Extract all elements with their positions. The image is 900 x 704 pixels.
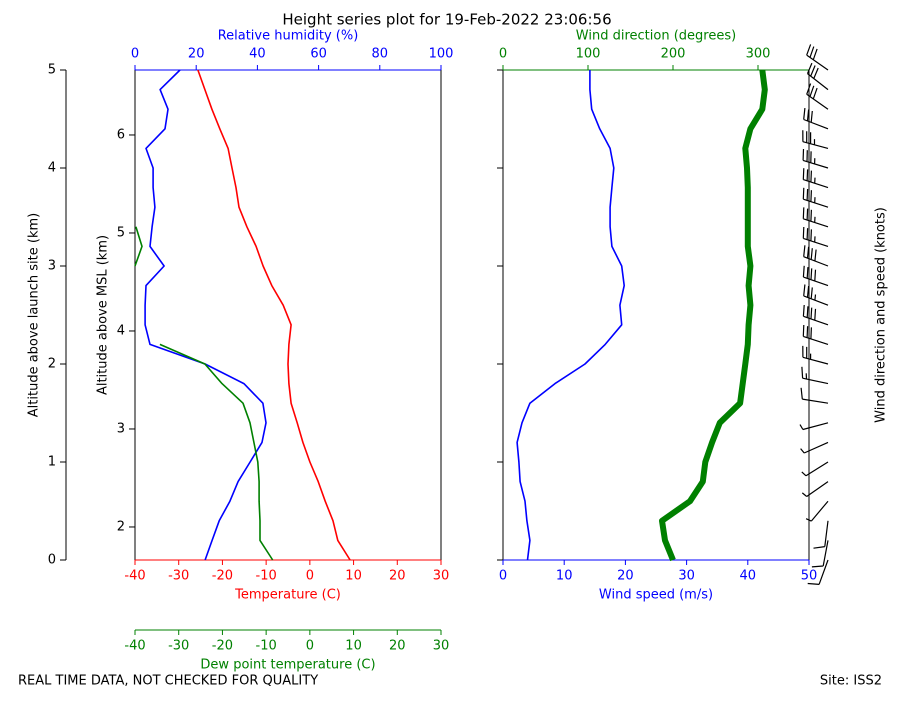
x-tick-label: -10 — [256, 639, 277, 654]
x-tick-label: 0 — [499, 569, 507, 584]
series-line — [659, 69, 768, 562]
wind-barb — [802, 226, 829, 247]
barb-label: Wind direction and speed (knots) — [874, 207, 889, 423]
footer-note: REAL TIME DATA, NOT CHECKED FOR QUALITY — [18, 674, 318, 689]
wind-barb — [802, 207, 829, 228]
y-tick-label: 0 — [48, 553, 56, 568]
x-tick-label: 20 — [617, 569, 634, 584]
wind-barb — [813, 520, 829, 549]
y2-tick-label: 5 — [117, 225, 125, 240]
site-label: Site: ISS2 — [820, 674, 882, 689]
y-tick-label: 4 — [48, 161, 56, 176]
wind-barb — [800, 387, 829, 404]
x-tick-label: 10 — [345, 569, 362, 584]
x-tick-label: -20 — [212, 569, 233, 584]
wind-barb — [802, 265, 829, 287]
series-line — [144, 69, 267, 561]
series-line — [134, 226, 274, 561]
x-tick-label: 10 — [556, 569, 573, 584]
wind-barb — [807, 559, 829, 585]
wind-barb — [800, 441, 829, 454]
wind-barb — [806, 83, 829, 110]
x-tick-label: 20 — [188, 47, 205, 62]
y-axis-label: Altitude above launch site (km) — [27, 213, 42, 417]
x-tick-label: -30 — [168, 569, 189, 584]
y-tick-label: 1 — [48, 455, 56, 470]
wind-barb — [805, 500, 829, 522]
x-tick-label: 0 — [131, 47, 139, 62]
x-tick-label: 100 — [576, 47, 601, 62]
x-axis-label: Wind speed (m/s) — [599, 588, 713, 603]
x-tick-label: 40 — [740, 569, 757, 584]
x-tick-label: 20 — [389, 639, 406, 654]
wind-barb — [799, 422, 829, 431]
y2-tick-label: 3 — [117, 421, 125, 436]
wind-barb — [803, 108, 829, 130]
wind-barb — [802, 148, 829, 169]
wind-barb — [803, 284, 829, 306]
x-tick-label: 50 — [801, 569, 818, 584]
wind-barb — [806, 44, 829, 71]
x-tick-label: 40 — [249, 47, 266, 62]
y-tick-label: 5 — [48, 63, 56, 78]
wind-barb — [802, 304, 829, 326]
x-tick-label: 20 — [389, 569, 406, 584]
x-tick-label: -30 — [168, 639, 189, 654]
x-tick-label: 100 — [429, 47, 454, 62]
wind-barb — [802, 130, 829, 149]
wind-barb — [801, 481, 829, 497]
y-tick-label: 3 — [48, 259, 56, 274]
x-tick-label: 30 — [678, 569, 695, 584]
wind-barb — [802, 345, 829, 365]
x-tick-label: 300 — [746, 47, 771, 62]
y2-tick-label: 6 — [117, 127, 125, 142]
wind-barb — [802, 324, 829, 345]
wind-barb — [803, 245, 829, 267]
y2-tick-label: 2 — [117, 519, 125, 534]
x-tick-label: 30 — [433, 639, 450, 654]
x-tick-label: 200 — [661, 47, 686, 62]
x-axis-label: Wind direction (degrees) — [576, 29, 736, 44]
x-tick-label: 80 — [372, 47, 389, 62]
y2-axis-label: Altitude above MSL (km) — [96, 235, 111, 395]
wind-barb — [806, 62, 829, 91]
x-axis-label: Dew point temperature (C) — [200, 658, 375, 673]
x-tick-label: 30 — [433, 569, 450, 584]
x-tick-label: 0 — [306, 639, 314, 654]
x-axis-label: Relative humidity (%) — [218, 29, 359, 44]
y-tick-label: 2 — [48, 357, 56, 372]
x-tick-label: -10 — [256, 569, 277, 584]
wind-barb — [801, 366, 829, 385]
wind-barb — [801, 461, 829, 477]
x-tick-label: 0 — [306, 569, 314, 584]
wind-barb — [811, 540, 829, 568]
x-tick-label: -40 — [124, 639, 145, 654]
x-tick-label: -40 — [124, 569, 145, 584]
wind-barb — [802, 168, 829, 189]
chart-title: Height series plot for 19-Feb-2022 23:06… — [282, 11, 611, 29]
wind-barb — [802, 187, 829, 208]
x-tick-label: -20 — [212, 639, 233, 654]
y2-tick-label: 4 — [117, 323, 125, 338]
x-tick-label: 0 — [499, 47, 507, 62]
x-axis-label: Temperature (C) — [234, 588, 341, 603]
x-tick-label: 10 — [345, 639, 362, 654]
series-line — [516, 70, 625, 561]
x-tick-label: 60 — [310, 47, 327, 62]
series-line — [197, 69, 351, 561]
